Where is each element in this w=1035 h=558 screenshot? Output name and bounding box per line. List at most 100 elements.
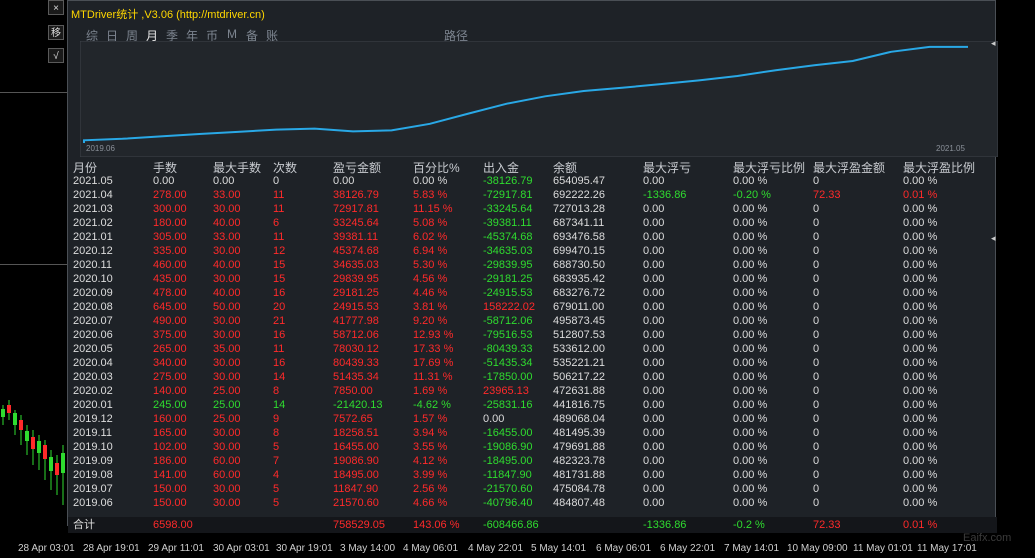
table-cell: 30.00 — [213, 245, 241, 257]
table-cell: 489068.04 — [553, 413, 605, 425]
table-cell: 29181.25 — [333, 287, 379, 299]
table-cell: 0.00 — [643, 399, 665, 411]
table-cell: 0.00 % — [733, 357, 768, 369]
table-cell: 33245.64 — [333, 217, 379, 229]
table-row: 2020.03 275.00 30.00 14 51435.34 11.31 % -1785… — [68, 371, 997, 385]
table-cell: 472631.88 — [553, 385, 605, 397]
table-cell: 0.00 — [643, 329, 665, 341]
table-cell: -51435.34 — [483, 357, 533, 369]
table-cell: 40.00 — [213, 287, 241, 299]
table-cell: 482323.78 — [553, 455, 605, 467]
table-cell: 72.33 — [813, 189, 841, 201]
table-cell: 0.00 % — [733, 469, 768, 481]
total-cell: 758529.05 — [333, 519, 385, 531]
table-cell: 1.69 % — [413, 385, 448, 397]
table-cell: 0.00 % — [733, 441, 768, 453]
table-cell: 78030.12 — [333, 343, 379, 355]
table-cell: 490.00 — [153, 315, 187, 327]
table-cell: 11 — [273, 203, 285, 215]
table-row: 2020.08 645.00 50.00 20 24915.53 3.81 % 158222… — [68, 301, 997, 315]
table-cell: 2020.09 — [73, 287, 113, 299]
table-cell: 0.00 — [643, 483, 665, 495]
tab-currency[interactable]: 币 — [205, 29, 218, 43]
watermark: Eaifx.com — [963, 532, 1012, 544]
table-cell: -1336.86 — [643, 189, 687, 201]
table-cell: 30.00 — [213, 427, 241, 439]
tab-month[interactable]: 月 — [145, 29, 158, 43]
tab-year[interactable]: 年 — [185, 29, 198, 43]
close-button[interactable]: × — [48, 0, 64, 15]
table-cell: -21420.13 — [333, 399, 383, 411]
table-cell: 8 — [273, 385, 280, 397]
table-cell: 0.00 % — [903, 287, 938, 299]
table-cell: 0.00 % — [733, 413, 768, 425]
table-cell: 21 — [273, 315, 286, 327]
header-cell: 余额 — [553, 161, 578, 175]
table-row: 2020.09 478.00 40.00 16 29181.25 4.46 % -24915… — [68, 287, 997, 301]
scroll-arrow-icon[interactable]: ◂ — [991, 38, 996, 48]
total-row: 合计 6598.00 758529.05 143.06 % -608466.86 -133… — [68, 517, 997, 533]
table-cell: 0 — [813, 301, 820, 313]
scroll-arrow-icon[interactable]: ◂ — [991, 233, 996, 243]
table-cell: 6.94 % — [413, 245, 448, 257]
divider-line — [0, 264, 68, 265]
tab-week[interactable]: 周 — [125, 29, 138, 43]
table-cell: -39381.11 — [483, 217, 532, 229]
table-cell: 0 — [813, 413, 820, 425]
tab-day[interactable]: 日 — [105, 29, 118, 43]
table-cell: 7 — [273, 455, 280, 467]
table-cell: 727013.28 — [553, 203, 605, 215]
table-cell: 0 — [813, 175, 820, 187]
table-cell: 30.00 — [213, 497, 241, 509]
table-cell: 2021.04 — [73, 189, 113, 201]
stats-panel: MTDriver统计 ,V3.06 (http://mtdriver.cn) 综… — [67, 0, 998, 533]
table-cell: 14 — [273, 399, 286, 411]
time-axis-tick: 28 Apr 03:01 — [18, 543, 75, 554]
table-cell: 11847.90 — [333, 483, 379, 495]
table-cell: 0 — [813, 273, 820, 285]
table-row: 2020.11 460.00 40.00 15 34635.03 5.30 % -29839… — [68, 259, 997, 273]
table-cell: 0 — [813, 441, 820, 453]
tab-notes[interactable]: 备 — [245, 29, 258, 43]
header-cell: 月份 — [73, 161, 98, 175]
table-cell: 484807.48 — [553, 497, 605, 509]
table-cell: 2019.11 — [73, 427, 112, 439]
table-cell: 0 — [273, 175, 280, 187]
table-cell: 0.00 % — [733, 371, 768, 383]
table-cell: 0.00 — [643, 245, 665, 257]
table-header: 月份 手数 最大手数 次数 盈亏金额 百分比% 出入金 余额 最大浮亏 最大浮亏… — [68, 159, 997, 175]
table-row: 2019.11 165.00 30.00 8 18258.51 3.94 % -16455.… — [68, 427, 997, 441]
table-cell: 7572.65 — [333, 413, 373, 425]
time-axis-tick: 10 May 09:00 — [787, 543, 848, 554]
table-cell: 0.00 — [643, 203, 665, 215]
table-cell: 481495.39 — [553, 427, 605, 439]
table-cell: 140.00 — [153, 385, 187, 397]
header-cell: 百分比% — [413, 161, 460, 175]
table-cell: 375.00 — [153, 329, 187, 341]
table-cell: 21570.60 — [333, 497, 379, 509]
path-button[interactable]: 路径 — [444, 29, 469, 43]
table-cell: 11 — [273, 231, 285, 243]
table-cell: 0.00 % — [733, 231, 768, 243]
table-cell: 0.00 % — [733, 287, 768, 299]
table-cell: 16 — [273, 287, 286, 299]
table-cell: 11 — [273, 189, 285, 201]
table-cell: 180.00 — [153, 217, 187, 229]
tab-magic[interactable]: M — [227, 27, 237, 41]
tab-overview[interactable]: 综 — [85, 29, 98, 43]
table-cell: 150.00 — [153, 483, 187, 495]
table-cell: -25831.16 — [483, 399, 533, 411]
tab-quarter[interactable]: 季 — [165, 29, 178, 43]
table-cell: -11847.90 — [483, 469, 532, 481]
divider-line — [0, 92, 68, 93]
table-cell: 0 — [813, 245, 820, 257]
table-cell: 2019.07 — [73, 483, 113, 495]
check-button[interactable]: √ — [48, 48, 64, 63]
header-cell: 手数 — [153, 161, 178, 175]
table-cell: 0 — [813, 287, 820, 299]
table-cell: 3.94 % — [413, 427, 448, 439]
table-cell: 0.00 — [483, 413, 505, 425]
table-cell: 4 — [273, 469, 280, 481]
move-button[interactable]: 移 — [48, 25, 64, 40]
header-cell: 出入金 — [483, 161, 520, 175]
